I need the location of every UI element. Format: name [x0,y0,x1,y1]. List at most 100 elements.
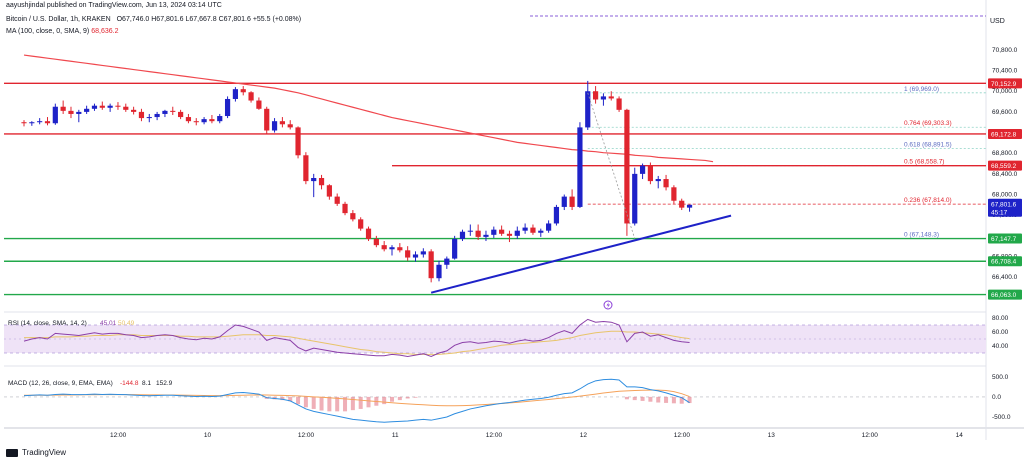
macd-histogram-bar [350,396,355,411]
macd-histogram-bar [382,396,387,405]
candle-body [585,91,591,128]
candle-body [201,119,207,123]
candle-body [647,165,653,182]
macd-histogram-bar [327,396,332,412]
candle-body [491,229,497,235]
lightning-icon-glyph [606,302,610,309]
fib-level-label: 0 (67,148.3) [904,232,939,239]
time-tick-label: 12:00 [674,432,691,439]
candle-body [522,227,528,231]
candle-body [475,230,481,237]
candle-body [115,105,121,107]
macd-histogram-bar [679,396,684,404]
ma-label: MA (100, close, 0, SMA, 9) [6,28,90,35]
price-tick-label: 69,600.0 [992,109,1018,116]
candle-body [428,251,434,279]
price-tick-label: 68,000.0 [992,192,1018,199]
macd-signal-line [24,389,690,407]
candle-body [217,116,223,122]
candle-body [436,264,442,279]
candle-body [29,122,35,124]
macd-histogram-bar [413,396,418,398]
candle-body [412,254,419,258]
macd-histogram-bar [288,396,293,402]
macd-histogram-bar [366,396,371,408]
macd-histogram-bar [280,396,285,401]
candle-body [209,119,215,122]
macd-value: -144.8 [120,380,139,387]
symbol-ohlc-line: Bitcoin / U.S. Dollar, 1h, KRAKEN O67,74… [6,16,301,23]
current-price-label: 67,801.6 [991,201,1017,208]
lightning-icon [603,300,613,310]
candle-body [569,196,575,207]
candle-body [639,165,646,174]
candle-body [178,111,184,118]
level-price-label: 66,063.0 [991,292,1017,299]
candle-body [318,178,325,186]
candle-body [342,203,348,214]
time-tick-label: 13 [768,432,776,439]
candle-body [264,108,270,131]
macd-histogram-bar [671,396,676,404]
support-trendline [430,214,732,294]
candle-body [295,127,301,156]
symbol-title: Bitcoin / U.S. Dollar, 1h, KRAKEN [6,16,111,23]
candle-body [483,234,489,237]
level-price-tag [988,289,1022,300]
candle-body [373,238,379,246]
candle-body [530,227,536,233]
time-tick-label: 10 [204,432,212,439]
macd-line [23,378,690,423]
currency-label: USD [990,18,1005,25]
macd-histogram-bar [296,396,301,405]
candle-body [624,109,630,224]
candle-body [248,92,254,101]
candle-body [60,106,66,111]
level-price-label: 67,147.7 [991,236,1017,243]
time-tick-label: 12 [580,432,588,439]
rsi-tick-label: 60.00 [992,329,1009,336]
candle-body [546,223,552,231]
candle-body [679,200,685,208]
ma-value: 68,636.2 [91,28,119,35]
candle-body [52,106,58,124]
price-tick-label: 66,400.0 [992,274,1018,281]
candle-body [616,98,622,110]
macd-histogram-bar [397,396,402,401]
rsi-line [23,318,690,358]
moving-average-line [23,54,714,163]
candle-body [671,187,677,201]
candle-body [185,117,192,122]
fib-level-label: 0.618 (68,891.5) [904,141,952,148]
macd-histogram-bar [319,396,324,411]
level-price-tag [988,256,1022,267]
candle-body [365,228,372,239]
macd-tick-label: -500.0 [992,414,1011,421]
time-tick-label: 12:00 [486,432,503,439]
price-tick-label: 68,800.0 [992,150,1018,157]
candle-body [256,100,262,109]
candle-body [444,258,450,265]
candle-body [99,105,105,108]
macd-histogram-bar [648,396,653,402]
rsi-tick-label: 80.00 [992,315,1009,322]
candle-body [499,229,505,234]
time-tick-label: 12:00 [110,432,127,439]
price-tick-label: 70,400.0 [992,68,1018,75]
countdown-label: 45:17 [991,209,1008,216]
candle-body [21,122,27,124]
macd-hist-value: 152.9 [156,380,173,387]
ohlc-values: O67,746.0 H67,801.6 L67,667.8 C67,801.6 … [116,16,302,23]
candle-body [397,247,403,251]
fib-level-label: 1 (69,969.0) [904,86,939,93]
candle-body [389,247,395,250]
candle-body [350,213,356,220]
level-price-tag [988,128,1022,139]
candle-body [232,89,239,99]
macd-histogram-bar [687,396,692,404]
candle-body [37,121,43,123]
fib-level-label: 0.5 (68,558.7) [904,159,944,166]
candle-body [279,121,285,125]
